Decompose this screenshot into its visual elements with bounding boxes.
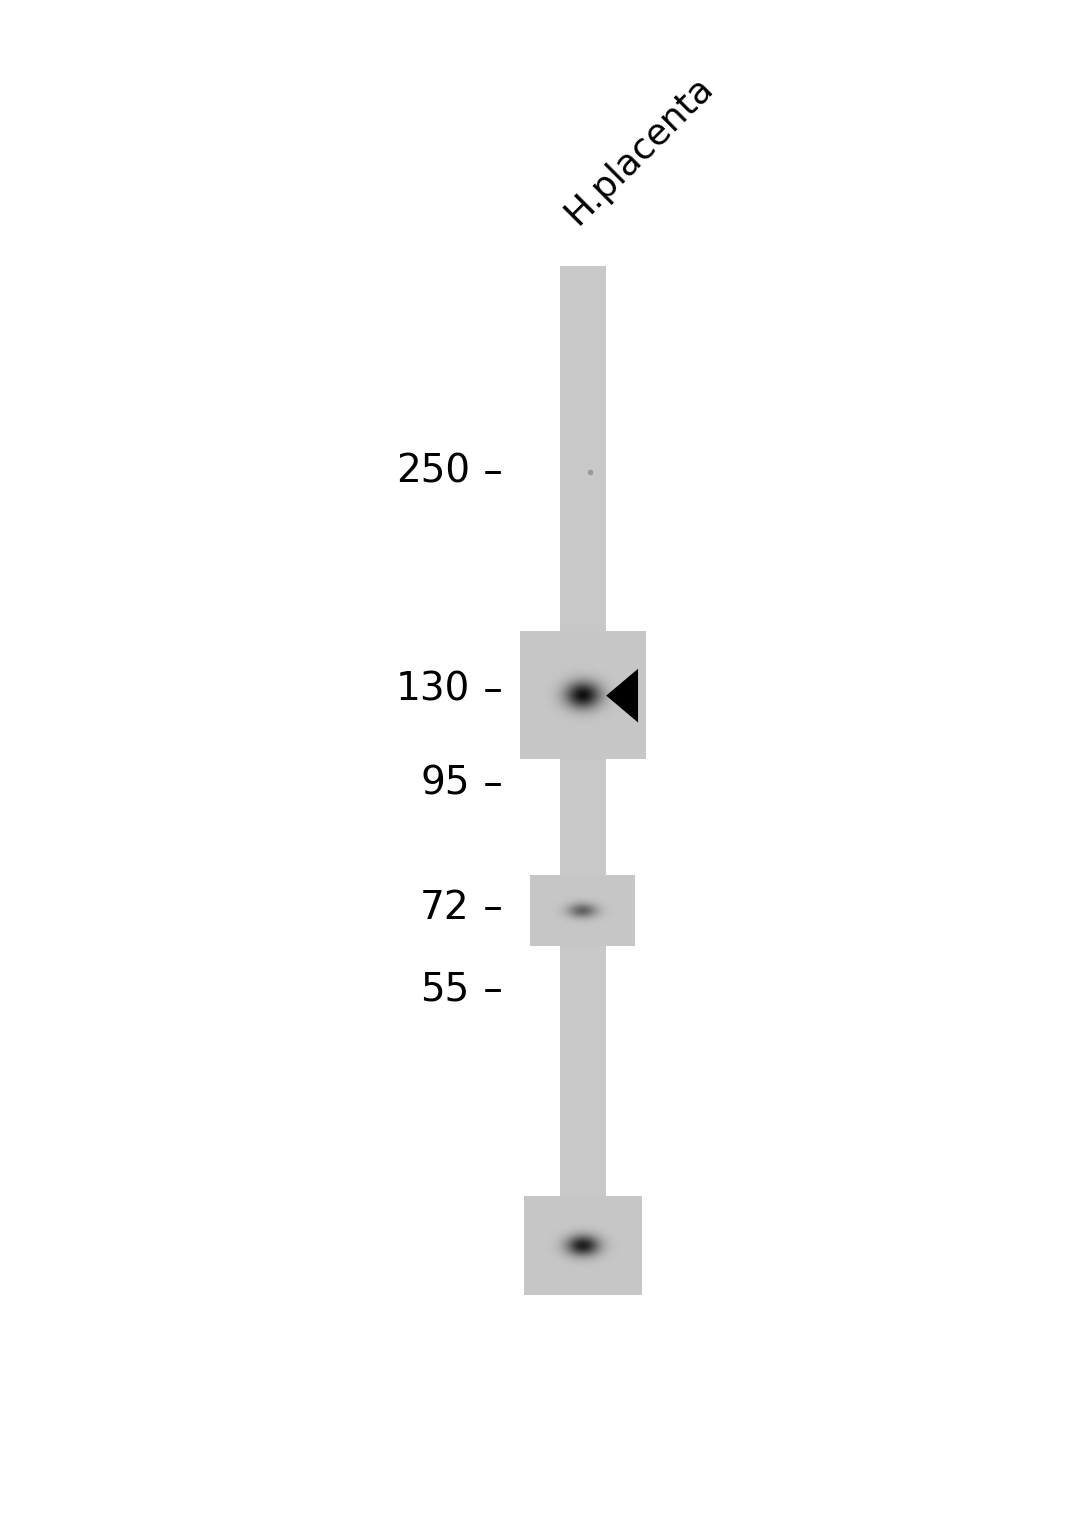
Polygon shape	[606, 668, 638, 723]
Text: –: –	[472, 971, 503, 1009]
Text: –: –	[472, 453, 503, 491]
Text: 55: 55	[420, 971, 470, 1009]
Text: –: –	[472, 888, 503, 927]
Text: 250: 250	[395, 453, 470, 491]
Text: 130: 130	[395, 671, 470, 709]
Text: –: –	[472, 764, 503, 803]
Text: H.placenta: H.placenta	[558, 69, 720, 231]
Text: 72: 72	[420, 888, 470, 927]
Bar	[559, 266, 606, 1278]
Text: 95: 95	[420, 764, 470, 803]
Text: –: –	[472, 671, 503, 709]
